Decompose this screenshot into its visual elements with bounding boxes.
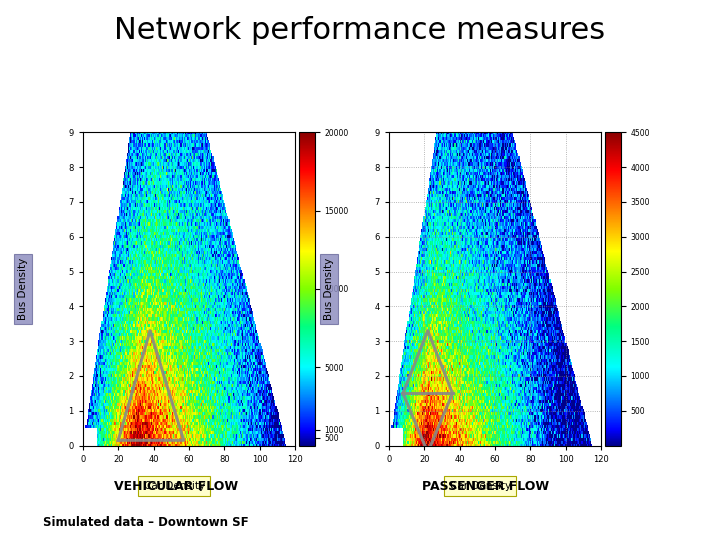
Text: Bus Density: Bus Density xyxy=(324,258,334,320)
Text: PASSENGER FLOW: PASSENGER FLOW xyxy=(423,480,549,492)
Text: Network performance measures: Network performance measures xyxy=(114,16,606,45)
Text: VEHICULAR FLOW: VEHICULAR FLOW xyxy=(114,480,238,492)
Text: Car Density: Car Density xyxy=(449,481,510,491)
Text: Simulated data – Downtown SF: Simulated data – Downtown SF xyxy=(43,516,249,529)
Text: Bus Density: Bus Density xyxy=(18,258,28,320)
Text: Car Density: Car Density xyxy=(143,481,204,491)
